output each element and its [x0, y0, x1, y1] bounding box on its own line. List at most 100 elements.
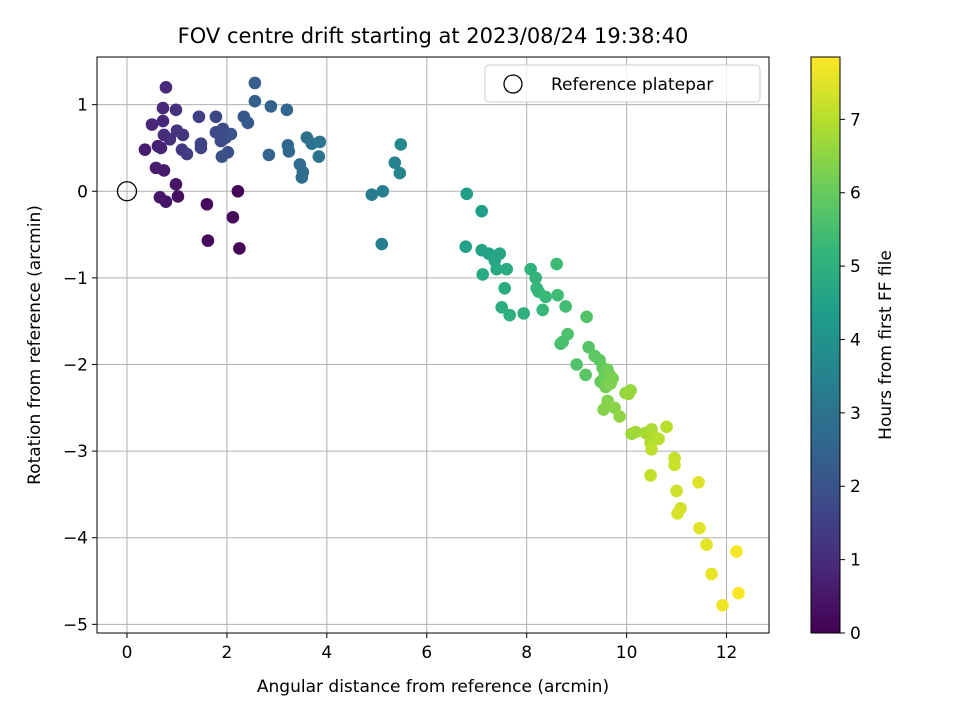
- data-point: [517, 307, 530, 320]
- y-tick-label: −1: [63, 269, 88, 289]
- data-point: [705, 567, 718, 581]
- data-point: [668, 458, 681, 472]
- colorbar: 0 1 2 3 4 5 6 7 Hours from first FF file: [810, 56, 896, 644]
- x-tick-label: 10: [616, 643, 638, 663]
- data-point: [475, 204, 489, 218]
- data-point: [570, 358, 583, 371]
- x-tick-label: 6: [421, 643, 432, 663]
- colorbar-tick-label: 7: [850, 110, 861, 130]
- data-point: [171, 190, 185, 203]
- data-point: [730, 545, 743, 558]
- data-point: [233, 242, 246, 255]
- data-point: [597, 403, 610, 416]
- data-point: [551, 288, 564, 302]
- data-point: [365, 188, 379, 202]
- data-point: [138, 143, 152, 156]
- colorbar-tick-label: 6: [850, 184, 861, 204]
- data-point: [226, 210, 240, 224]
- data-point: [180, 147, 194, 161]
- data-point: [716, 598, 729, 612]
- data-point: [559, 300, 572, 313]
- colorbar-tick-label: 2: [850, 477, 861, 497]
- data-point: [604, 377, 617, 390]
- data-point: [169, 103, 183, 117]
- data-point: [296, 165, 310, 179]
- y-tick-label: 1: [77, 96, 88, 116]
- y-tick-label: −5: [63, 615, 88, 635]
- data-point: [536, 303, 549, 317]
- data-point: [312, 150, 326, 163]
- legend-reference-marker: [503, 74, 523, 94]
- data-point: [561, 327, 574, 341]
- legend-entry-reference-platepar: Reference platepar: [551, 75, 713, 95]
- data-point: [145, 118, 159, 131]
- legend: Reference platepar: [484, 64, 761, 103]
- data-point: [149, 161, 163, 175]
- colorbar-tick-label: 1: [850, 551, 861, 571]
- data-point: [671, 507, 684, 520]
- data-point: [192, 110, 206, 124]
- data-point: [580, 310, 593, 324]
- data-point: [393, 166, 407, 180]
- data-point: [700, 538, 713, 551]
- reference-marker-layer: [116, 181, 138, 202]
- data-point: [156, 101, 170, 115]
- data-point: [200, 197, 214, 211]
- data-point: [693, 521, 706, 535]
- colorbar-tick-label: 0: [850, 624, 861, 644]
- colorbar-tick-label: 3: [850, 404, 861, 424]
- y-axis-label: Rotation from reference (arcmin): [25, 205, 45, 485]
- data-point: [264, 100, 278, 113]
- colorbar-tick-label: 4: [850, 330, 861, 350]
- y-tick-label: −3: [63, 442, 88, 462]
- data-point: [495, 301, 508, 314]
- data-point: [194, 141, 208, 155]
- reference-platepar-marker: [116, 181, 138, 202]
- colorbar-gradient: [810, 56, 841, 634]
- data-point: [313, 135, 327, 149]
- data-point: [201, 234, 215, 247]
- data-point: [248, 76, 262, 90]
- y-axis-ticks: 1 0 −1 −2 −3 −4 −5: [63, 96, 97, 635]
- x-tick-label: 2: [221, 643, 232, 663]
- data-point: [645, 443, 658, 456]
- data-point: [490, 262, 504, 276]
- data-point: [215, 150, 229, 163]
- data-point: [262, 148, 276, 162]
- data-point: [500, 262, 513, 276]
- data-point: [248, 94, 262, 108]
- data-point: [388, 156, 402, 169]
- x-tick-label: 4: [321, 643, 332, 663]
- data-point: [498, 281, 511, 295]
- data-point: [156, 114, 170, 128]
- y-tick-label: −2: [63, 355, 88, 375]
- grid-lines: [97, 57, 769, 633]
- data-point: [460, 187, 474, 201]
- x-tick-label: 12: [716, 643, 738, 663]
- data-point: [539, 290, 552, 304]
- data-point: [644, 469, 657, 482]
- data-point: [692, 475, 705, 489]
- plot-frame: [96, 56, 770, 634]
- y-tick-label: −4: [63, 529, 88, 549]
- data-point: [660, 420, 673, 434]
- data-point: [670, 484, 683, 498]
- chart-title: FOV centre drift starting at 2023/08/24 …: [178, 24, 689, 48]
- data-point: [159, 81, 173, 94]
- x-axis-ticks: 0 2 4 6 8 10 12: [122, 633, 738, 663]
- data-point: [224, 127, 238, 141]
- data-point: [241, 116, 255, 130]
- data-point: [652, 432, 665, 446]
- data-point: [375, 237, 389, 251]
- data-point: [209, 110, 223, 124]
- data-points: [138, 76, 745, 612]
- x-axis-label: Angular distance from reference (arcmin): [257, 677, 609, 697]
- data-point: [163, 132, 177, 146]
- data-point: [529, 271, 542, 285]
- data-point: [613, 410, 626, 423]
- x-tick-label: 0: [122, 643, 133, 663]
- colorbar-ticks: 0 1 2 3 4 5 6 7: [840, 110, 861, 644]
- x-tick-label: 8: [521, 643, 532, 663]
